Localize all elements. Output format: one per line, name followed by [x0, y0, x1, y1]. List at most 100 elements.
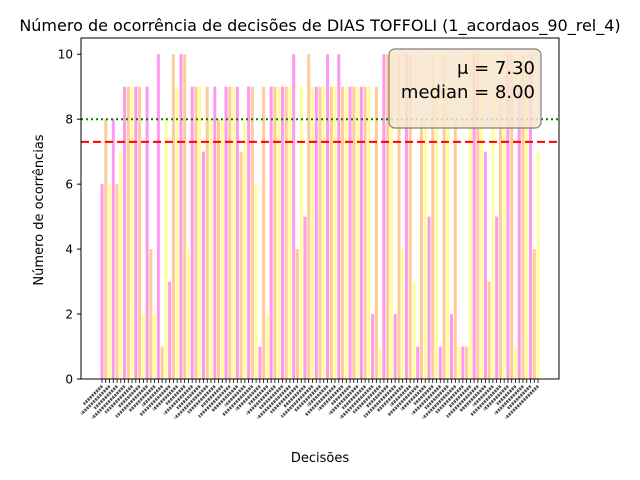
bar: [217, 119, 221, 379]
x-tick-label: [496, 384, 517, 406]
bar: [329, 86, 333, 380]
bar: [247, 86, 251, 380]
x-tick-label: [221, 384, 254, 417]
x-tick-label: [248, 384, 269, 406]
bar: [386, 54, 390, 380]
y-tick-label: 4: [65, 243, 73, 257]
bar: [235, 86, 239, 380]
x-tick-label: [446, 384, 479, 418]
bar: [119, 151, 123, 379]
x-tick-label: [472, 384, 494, 407]
bar: [483, 151, 487, 379]
bar: [498, 86, 502, 380]
x-tick-label: [117, 384, 141, 409]
bar: [457, 346, 461, 379]
bar: [258, 346, 262, 379]
x-tick-label: [304, 384, 337, 417]
bar: [404, 54, 408, 380]
x-tick-label: [330, 384, 352, 406]
bar: [326, 54, 330, 380]
bar: [472, 54, 476, 380]
x-tick-label: [424, 384, 449, 410]
bar: [100, 184, 104, 379]
bar: [442, 54, 446, 380]
bar: [138, 86, 142, 380]
bar: [224, 86, 228, 380]
reference-lines: [81, 118, 559, 143]
bar: [126, 86, 130, 380]
x-tick-label: [104, 384, 134, 414]
bar: [435, 86, 439, 380]
bar: [262, 86, 266, 380]
y-tick-label: 0: [65, 373, 73, 387]
bar: [123, 86, 127, 380]
bar: [164, 119, 168, 379]
bar: [130, 86, 134, 380]
x-ticks: [80, 379, 540, 420]
bar: [461, 346, 465, 379]
bar: [408, 54, 412, 380]
bar: [382, 54, 386, 380]
x-tick-label: [235, 384, 261, 411]
bar: [288, 86, 292, 380]
bar: [220, 119, 224, 379]
x-tick-label: [80, 384, 111, 416]
bar: [307, 54, 311, 380]
bar: [171, 54, 175, 380]
x-tick-label: [163, 384, 194, 416]
bar: [491, 54, 495, 380]
bar: [465, 346, 469, 379]
bar: [277, 86, 281, 380]
median-label: median = 8.00: [401, 82, 535, 103]
bar: [502, 54, 506, 380]
bar: [363, 86, 367, 380]
bar: [401, 249, 405, 379]
bar: [179, 54, 183, 380]
bar: [427, 216, 431, 379]
x-tick-label: [224, 384, 246, 407]
x-tick-label: [282, 384, 307, 409]
bar: [525, 54, 529, 380]
bar: [528, 54, 532, 380]
bar: [213, 86, 217, 380]
bar: [374, 86, 378, 380]
x-tick-label: [245, 384, 276, 416]
x-tick-label: [306, 384, 329, 407]
bar: [510, 54, 514, 380]
bar: [348, 86, 352, 380]
bar: [232, 86, 236, 380]
y-tick-label: 6: [65, 178, 73, 192]
bar: [322, 86, 326, 380]
bar: [521, 54, 525, 380]
bar: [378, 346, 382, 379]
bar: [419, 119, 423, 379]
mean-label: μ = 7.30: [457, 58, 535, 79]
bar: [318, 86, 322, 380]
x-tick-label: [187, 384, 216, 414]
bar: [344, 86, 348, 380]
bar: [446, 86, 450, 380]
bar: [280, 86, 284, 380]
bar: [423, 119, 427, 379]
bar: [186, 249, 190, 379]
bar: [397, 54, 401, 380]
bar: [265, 314, 269, 379]
bar: [145, 86, 149, 380]
bar: [416, 346, 420, 379]
x-tick-label: [173, 384, 209, 420]
bar: [359, 86, 363, 380]
bar: [273, 86, 277, 380]
x-tick-label: [115, 384, 149, 418]
bar: [269, 86, 273, 380]
bar: [412, 281, 416, 379]
x-tick-label: [507, 384, 532, 410]
y-tick-label: 8: [65, 113, 73, 127]
bar: [168, 281, 172, 379]
bar: [453, 119, 457, 379]
x-tick-label: [197, 384, 231, 418]
x-tick-label: [413, 384, 434, 406]
bar: [487, 281, 491, 379]
bar: [333, 86, 337, 380]
bar: [438, 346, 442, 379]
